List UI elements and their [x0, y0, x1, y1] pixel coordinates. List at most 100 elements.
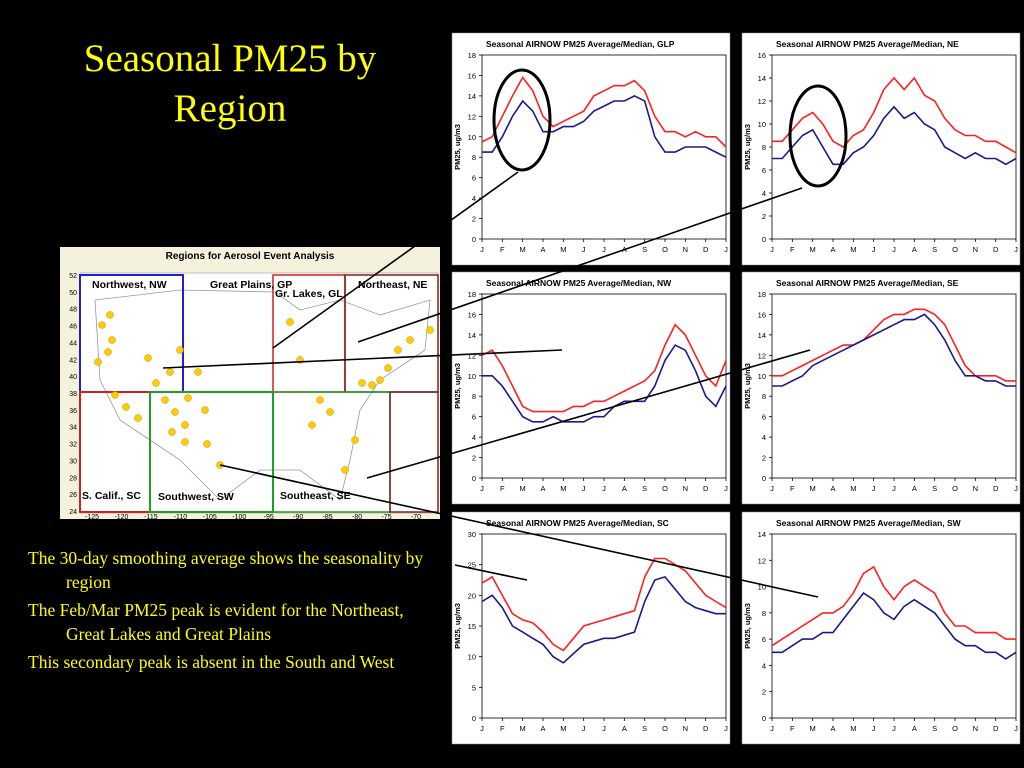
- x-tick-label: A: [830, 724, 835, 733]
- x-tick-label: O: [662, 724, 668, 733]
- x-tick-label: J: [480, 724, 484, 733]
- map-lat-label: 36: [69, 408, 77, 415]
- map-lat-label: 28: [69, 475, 77, 482]
- x-tick-label: M: [810, 484, 816, 493]
- y-axis-label: PM25, ug/m3: [453, 363, 462, 409]
- series-line: [481, 575, 726, 664]
- y-axis-label: PM25, ug/m3: [743, 603, 752, 649]
- series-line: [772, 313, 1016, 387]
- map-lat-label: 46: [69, 324, 77, 331]
- x-tick-label: O: [952, 484, 958, 493]
- map-lon-label: -110: [174, 514, 188, 521]
- x-tick-label: M: [850, 724, 856, 733]
- highlight-ellipse: [492, 68, 552, 172]
- chart-title: Seasonal AIRNOW PM25 Average/Median, SW: [776, 518, 962, 528]
- y-tick-label: 4: [472, 433, 476, 442]
- series-line: [771, 565, 1016, 647]
- title-line: Seasonal PM25 by: [83, 37, 377, 80]
- x-tick-label: A: [540, 484, 545, 493]
- x-tick-label: A: [622, 484, 627, 493]
- x-tick-label: O: [662, 484, 668, 493]
- x-tick-label: J: [582, 245, 586, 254]
- x-tick-label: J: [724, 484, 728, 493]
- y-tick-label: 8: [472, 392, 476, 401]
- y-tick-label: 16: [468, 71, 476, 80]
- x-tick-label: S: [932, 724, 937, 733]
- map-lat-label: 32: [69, 442, 77, 449]
- x-tick-label: J: [480, 245, 484, 254]
- x-tick-label: F: [790, 724, 795, 733]
- x-tick-label: F: [500, 484, 505, 493]
- x-tick-label: M: [520, 724, 526, 733]
- chart: Seasonal AIRNOW PM25 Average/Median, GLP…: [451, 32, 731, 266]
- x-tick-label: N: [973, 724, 978, 733]
- pointer-line: [272, 171, 519, 349]
- chart-title: Seasonal AIRNOW PM25 Average/Median, GLP: [486, 39, 675, 49]
- site-dots: [94, 311, 434, 474]
- bullet: The Feb/Mar PM25 peak is evident for the…: [28, 600, 404, 644]
- y-axis-label: PM25, ug/m3: [453, 124, 462, 170]
- x-tick-label: J: [1014, 724, 1018, 733]
- y-tick-label: 8: [762, 143, 766, 152]
- x-tick-label: M: [520, 245, 526, 254]
- charts: Seasonal AIRNOW PM25 Average/Median, GLP…: [451, 32, 1021, 745]
- x-tick-label: A: [540, 245, 545, 254]
- map-lon-label: -100: [232, 514, 246, 521]
- region-label: Great Plains, GP: [210, 279, 292, 291]
- y-tick-label: 18: [758, 290, 766, 299]
- pointer-line: [219, 464, 819, 598]
- y-tick-label: 12: [468, 112, 476, 121]
- region-label: Southwest, SW: [158, 491, 234, 503]
- x-tick-label: J: [582, 484, 586, 493]
- x-tick-label: D: [993, 484, 999, 493]
- map-lon-label: -125: [85, 514, 99, 521]
- x-tick-label: M: [560, 245, 566, 254]
- x-tick-label: O: [952, 724, 958, 733]
- y-tick-label: 0: [762, 714, 766, 723]
- map-lon-label: -115: [144, 514, 158, 521]
- y-tick-label: 25: [468, 561, 476, 570]
- map-lat-label: 34: [69, 425, 77, 432]
- series-line: [481, 557, 727, 652]
- chart: Seasonal AIRNOW PM25 Average/Median, SW P…: [741, 511, 1021, 745]
- x-tick-label: S: [932, 484, 937, 493]
- map-lat-label: 50: [69, 290, 77, 297]
- y-axis-label: PM25, ug/m3: [743, 363, 752, 409]
- y-tick-label: 2: [472, 454, 476, 463]
- map-lon-label: -85: [323, 514, 333, 521]
- map-lon-label: -80: [352, 514, 362, 521]
- title-line: Region: [173, 87, 287, 130]
- x-tick-label: A: [912, 724, 917, 733]
- x-tick-label: D: [703, 484, 709, 493]
- map-lat-label: 26: [69, 492, 77, 499]
- bullet: This secondary peak is absent in the Sou…: [28, 652, 395, 672]
- map-lon-label: -95: [264, 514, 274, 521]
- x-tick-label: O: [952, 245, 958, 254]
- x-tick-label: M: [810, 245, 816, 254]
- highlight-ellipse: [788, 84, 848, 188]
- x-tick-label: A: [830, 245, 835, 254]
- y-tick-label: 20: [468, 591, 476, 600]
- pointer-line: [454, 564, 528, 581]
- series-line: [772, 105, 1017, 166]
- y-tick-label: 18: [468, 290, 476, 299]
- y-tick-label: 12: [758, 351, 766, 360]
- map-lon-label: -105: [203, 514, 217, 521]
- chart-title: Seasonal AIRNOW PM25 Average/Median, NE: [776, 39, 959, 49]
- chart-title: Seasonal AIRNOW PM25 Average/Median, SE: [776, 278, 959, 288]
- x-tick-label: J: [602, 484, 606, 493]
- y-tick-label: 14: [468, 331, 476, 340]
- y-tick-label: 10: [758, 120, 766, 129]
- x-tick-label: M: [560, 724, 566, 733]
- x-tick-label: J: [872, 245, 876, 254]
- x-tick-label: M: [850, 484, 856, 493]
- region-label: Northeast, NE: [358, 279, 427, 291]
- region-label: Gr. Lakes, GL: [275, 288, 343, 300]
- x-tick-label: M: [560, 484, 566, 493]
- y-tick-label: 10: [468, 133, 476, 142]
- x-tick-label: N: [683, 724, 688, 733]
- map-lon-label: -120: [114, 514, 128, 521]
- y-tick-label: 2: [472, 215, 476, 224]
- y-tick-label: 18: [468, 51, 476, 60]
- y-axis-label: PM25, ug/m3: [453, 603, 462, 649]
